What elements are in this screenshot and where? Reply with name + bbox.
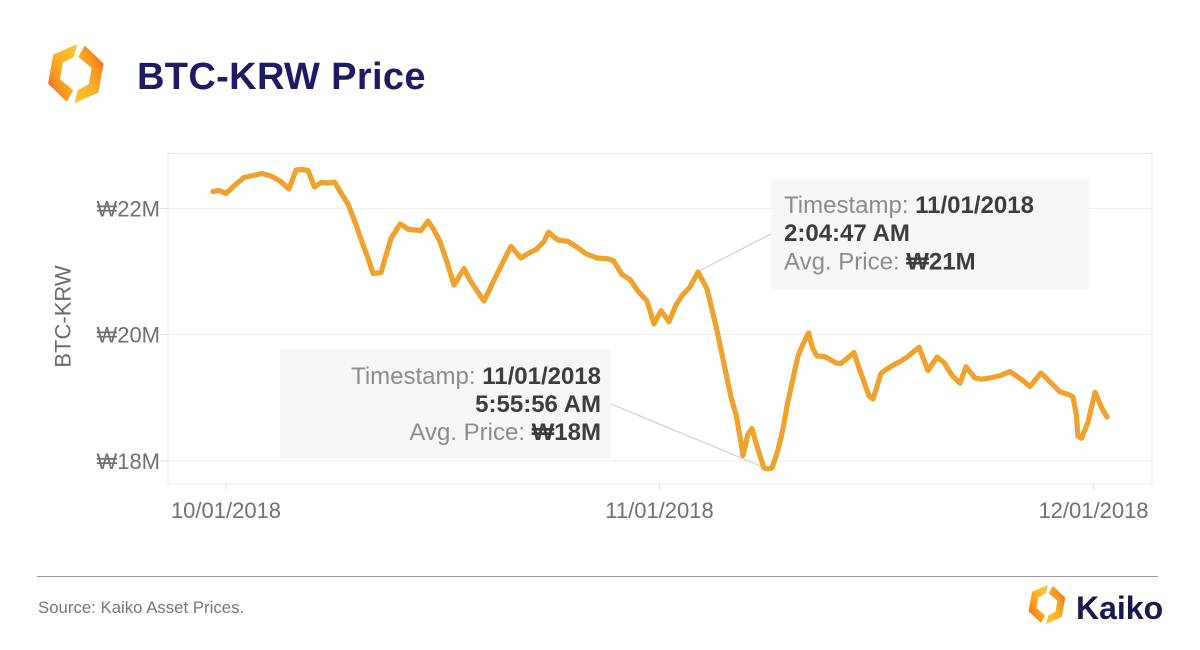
svg-text:BTC-KRW: BTC-KRW xyxy=(51,265,76,367)
svg-text:11/01/2018: 11/01/2018 xyxy=(605,498,713,523)
svg-text:₩22M: ₩22M xyxy=(96,197,160,222)
svg-text:Avg. Price: ₩21M: Avg. Price: ₩21M xyxy=(784,249,976,276)
svg-text:BTC-KRW Price: BTC-KRW Price xyxy=(137,56,426,98)
svg-text:Timestamp: 11/01/2018: Timestamp: 11/01/2018 xyxy=(784,192,1034,219)
svg-text:5:55:56 AM: 5:55:56 AM xyxy=(475,391,601,418)
svg-text:Avg. Price: ₩18M: Avg. Price: ₩18M xyxy=(409,419,601,446)
svg-text:10/01/2018: 10/01/2018 xyxy=(171,498,281,523)
svg-text:2:04:47 AM: 2:04:47 AM xyxy=(784,220,910,247)
svg-text:Timestamp: 11/01/2018: Timestamp: 11/01/2018 xyxy=(351,363,601,390)
svg-text:12/01/2018: 12/01/2018 xyxy=(1038,498,1148,523)
svg-text:₩20M: ₩20M xyxy=(96,323,160,348)
svg-text:Kaiko: Kaiko xyxy=(1076,590,1163,626)
svg-text:₩18M: ₩18M xyxy=(96,449,160,474)
svg-text:Source: Kaiko Asset Prices.: Source: Kaiko Asset Prices. xyxy=(38,598,244,617)
